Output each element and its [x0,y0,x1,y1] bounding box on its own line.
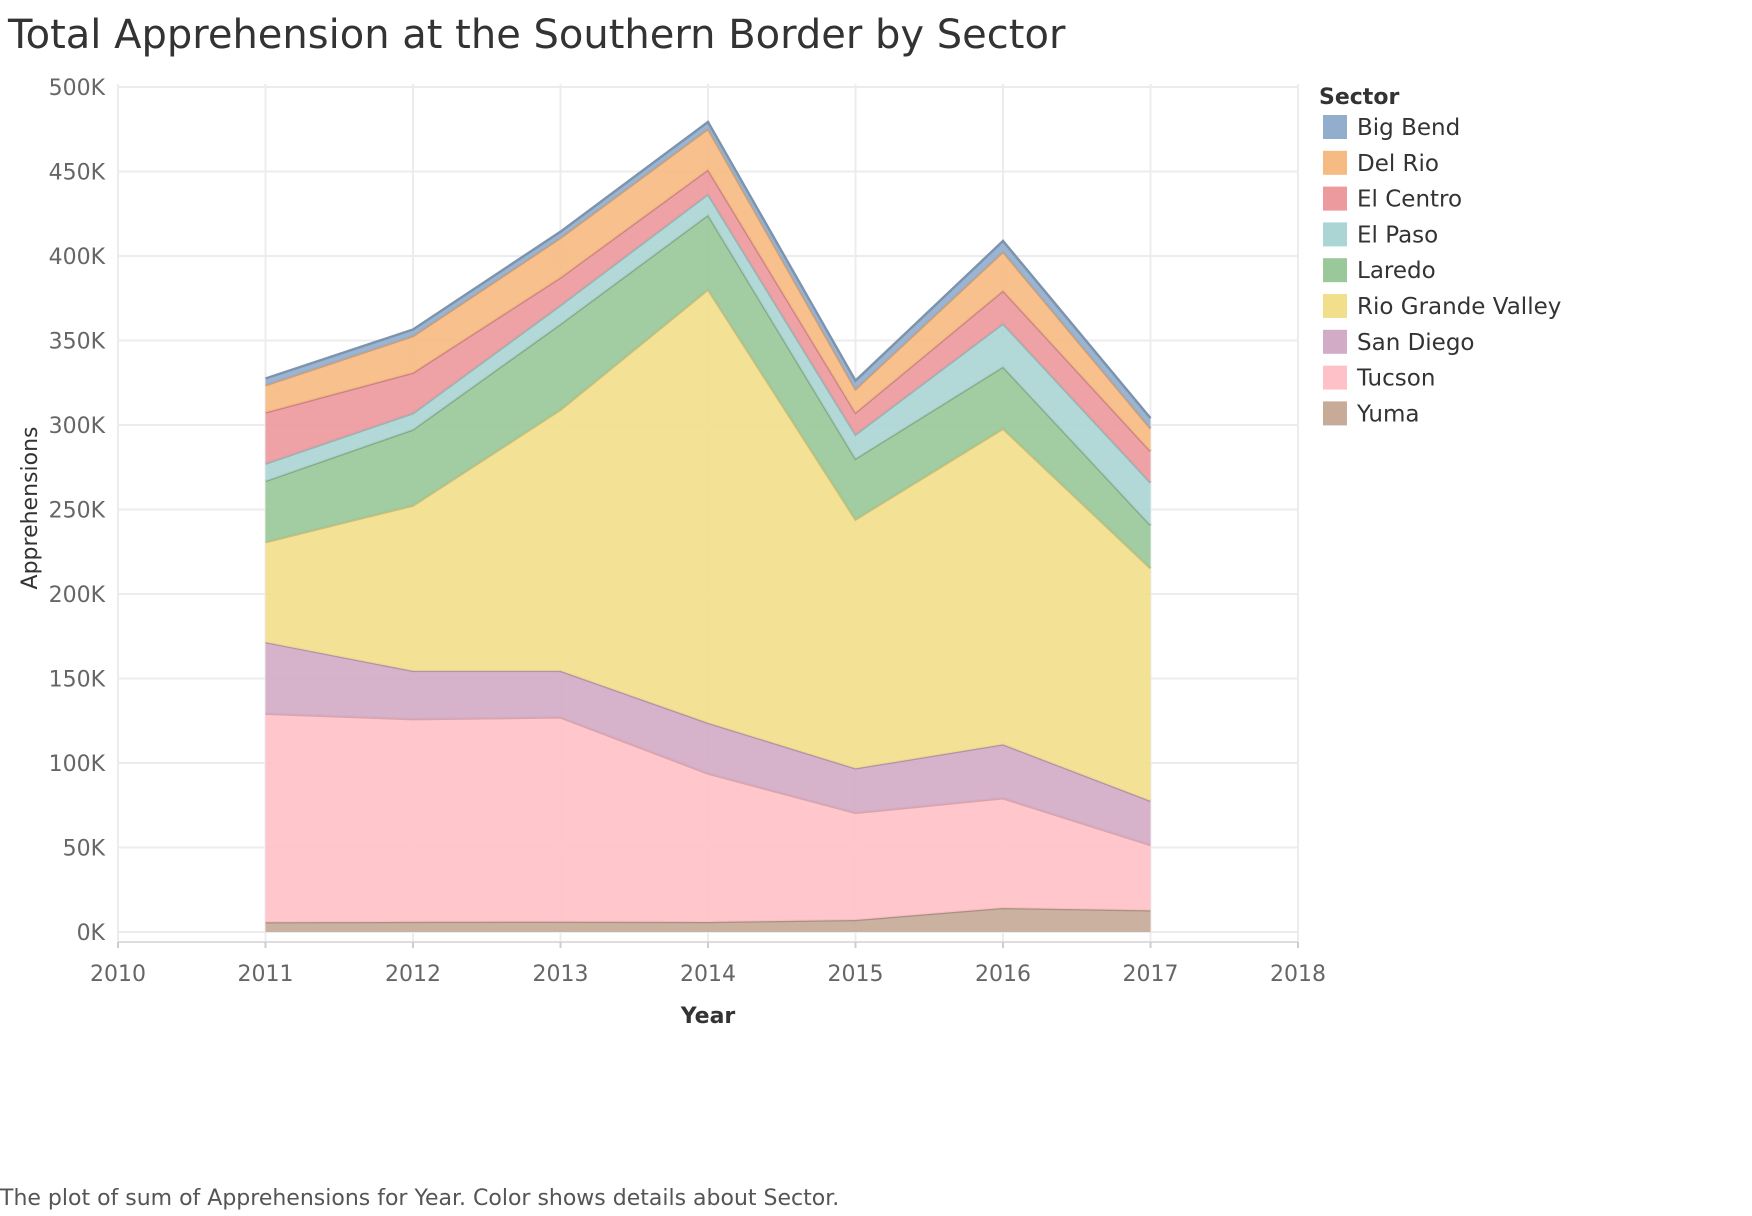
legend-swatch-tucson [1323,365,1347,390]
y-tick-label: 500K [49,76,106,101]
legend-label-san-diego: San Diego [1357,330,1475,356]
x-axis-title: Year [680,1004,736,1029]
y-axis-title: Apprehensions [18,427,43,590]
x-tick-label: 2017 [1123,962,1179,987]
chart-title: Total Apprehension at the Southern Borde… [8,12,1066,58]
area-tucson [265,713,1151,923]
area-big-bend [265,122,1151,429]
legend-label-yuma: Yuma [1356,401,1420,427]
y-tick-label: 50K [63,837,106,862]
x-tick-label: 2016 [975,962,1031,987]
area-laredo [265,215,1151,569]
y-tick-label: 450K [49,161,106,186]
area-rio-grande-valley [265,289,1151,801]
legend-title: Sector [1319,85,1399,110]
y-tick-label: 200K [49,583,106,608]
legend-label-rio-grande-valley: Rio Grande Valley [1357,294,1561,320]
y-tick-label: 400K [49,245,106,270]
area-san-diego [265,642,1151,845]
legend-swatch-el-centro [1323,186,1347,211]
y-tick-label: 0K [77,921,106,946]
area-el-paso [265,194,1151,526]
legend-swatch-san-diego [1323,329,1347,354]
x-tick-label: 2011 [238,962,294,987]
legend-label-tucson: Tucson [1356,366,1435,392]
legend-swatch-yuma [1323,401,1347,426]
line-big-bend [265,120,1152,419]
x-tick-label: 2013 [533,962,589,987]
legend-label-big-bend: Big Bend [1357,115,1460,141]
x-tick-label: 2014 [680,962,736,987]
legend-label-el-paso: El Paso [1357,222,1438,248]
x-tick-label: 2015 [828,962,884,987]
x-tick-label: 2010 [90,962,146,987]
y-tick-label: 100K [49,752,106,777]
legend-label-laredo: Laredo [1357,258,1436,284]
y-tick-label: 250K [49,499,106,524]
x-tick-label: 2012 [385,962,441,987]
area-el-centro [265,169,1151,483]
y-tick-label: 150K [49,668,106,693]
legend-swatch-big-bend [1323,115,1347,139]
chart-caption: The plot of sum of Apprehensions for Yea… [0,1186,840,1211]
legend-label-el-centro: El Centro [1357,187,1462,213]
legend-swatch-laredo [1323,258,1347,283]
x-tick-label: 2018 [1270,962,1326,987]
legend-swatch-del-rio [1323,150,1347,175]
legend-swatch-el-paso [1323,222,1347,247]
y-tick-label: 350K [49,330,106,355]
legend-label-del-rio: Del Rio [1357,151,1439,177]
y-tick-label: 300K [49,414,106,439]
area-del-rio [265,128,1151,452]
legend-swatch-rio-grande-valley [1323,294,1347,318]
